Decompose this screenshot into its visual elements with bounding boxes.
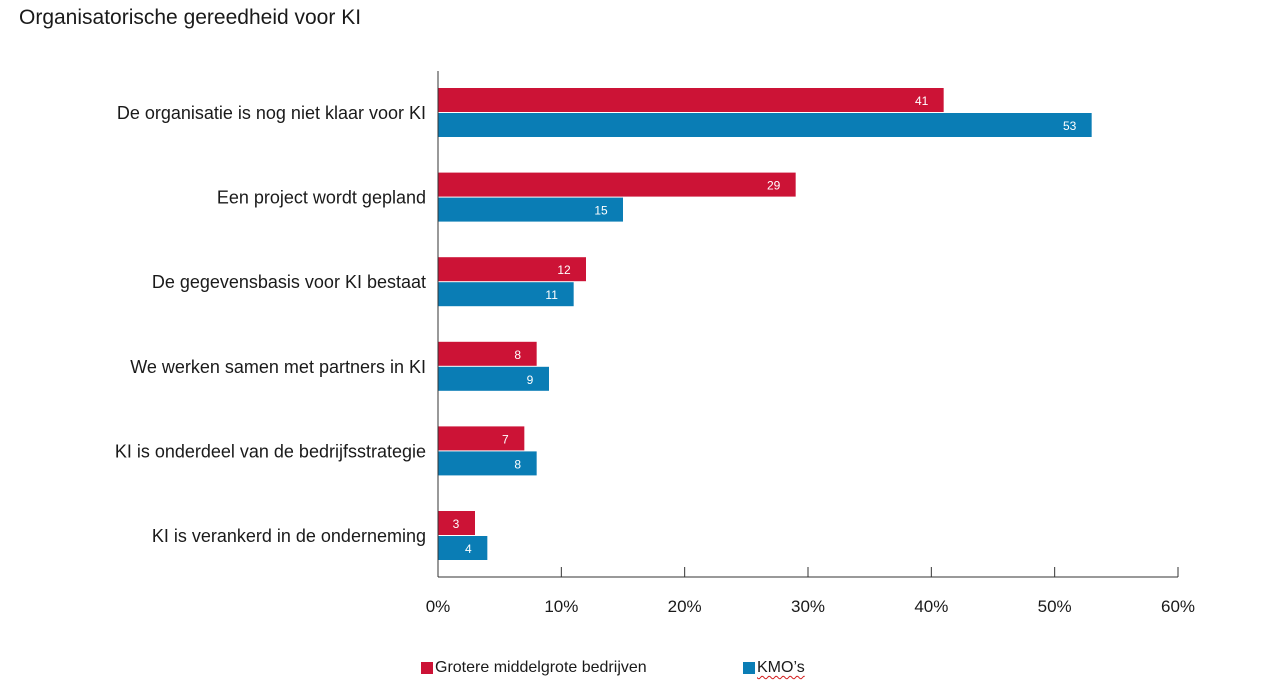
data-label: 12 <box>557 263 571 277</box>
category-label: We werken samen met partners in KI <box>130 357 426 377</box>
x-tick-label: 0% <box>426 597 451 616</box>
legend-swatch-grotere <box>421 662 433 674</box>
category-label: De organisatie is nog niet klaar voor KI <box>117 103 426 123</box>
data-label: 11 <box>545 288 558 302</box>
bar <box>438 341 537 366</box>
legend-label-kmo: KMO’s <box>757 659 805 676</box>
bar <box>438 366 549 391</box>
bar <box>438 172 796 197</box>
bar <box>438 257 586 282</box>
bar <box>438 88 944 112</box>
x-tick-label: 30% <box>791 597 825 616</box>
bar <box>438 282 574 307</box>
data-label: 3 <box>453 517 460 531</box>
data-label: 8 <box>514 348 521 362</box>
legend-swatch-kmo <box>743 662 755 674</box>
bar <box>438 451 537 476</box>
data-label: 4 <box>465 542 472 556</box>
bar <box>438 113 1092 137</box>
legend-label-grotere: Grotere middelgrote bedrijven <box>435 659 647 676</box>
x-tick-label: 20% <box>668 597 702 616</box>
bar <box>438 536 488 560</box>
bar <box>438 197 623 222</box>
data-label: 41 <box>915 94 929 108</box>
x-tick-label: 10% <box>544 597 578 616</box>
category-label: De gegevensbasis voor KI bestaat <box>152 272 426 292</box>
x-tick-label: 50% <box>1038 597 1072 616</box>
x-tick-label: 40% <box>914 597 948 616</box>
legend-item-kmo: KMO’s <box>743 659 805 677</box>
category-label: Een project wordt gepland <box>217 188 426 208</box>
data-label: 15 <box>594 204 608 218</box>
chart-title: Organisatorische gereedheid voor KI <box>19 6 362 29</box>
bar <box>438 511 475 535</box>
data-label: 7 <box>502 432 509 446</box>
data-label: 8 <box>514 457 521 471</box>
category-label: KI is onderdeel van de bedrijfsstrategie <box>115 441 426 461</box>
legend-item-grotere: Grotere middelgrote bedrijven <box>421 659 647 677</box>
data-label: 29 <box>767 179 781 193</box>
data-label: 9 <box>527 373 534 387</box>
category-label: KI is verankerd in de onderneming <box>152 526 426 546</box>
bar <box>438 426 525 451</box>
data-label: 53 <box>1063 119 1077 133</box>
x-tick-label: 60% <box>1161 597 1195 616</box>
